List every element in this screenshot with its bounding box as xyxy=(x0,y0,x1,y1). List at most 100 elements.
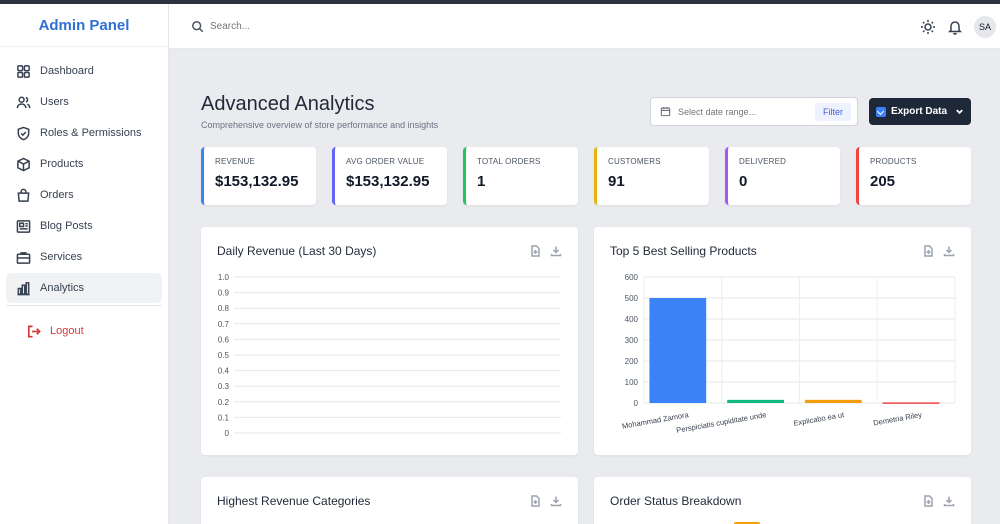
brand-logo[interactable]: Admin Panel xyxy=(0,4,168,47)
shopping-bag-icon xyxy=(17,188,30,202)
stat-value: 1 xyxy=(477,173,486,190)
card-title: Highest Revenue Categories xyxy=(217,494,371,508)
sidebar-item-analytics[interactable]: Analytics xyxy=(6,273,162,303)
y-tick-label: 500 xyxy=(625,294,639,303)
card-actions xyxy=(520,495,562,507)
logout-button[interactable]: Logout xyxy=(0,316,168,346)
y-tick-label: 300 xyxy=(625,336,639,345)
filter-button[interactable]: Filter xyxy=(815,103,851,121)
y-tick-label: 0.5 xyxy=(218,351,230,360)
export-data-label: Export Data xyxy=(890,106,948,117)
sidebar-item-label: Users xyxy=(40,96,69,108)
order-status-card: Order Status Breakdown xyxy=(594,477,971,524)
sidebar-item-label: Analytics xyxy=(40,282,85,294)
y-tick-label: 0.4 xyxy=(218,367,230,376)
y-tick-label: 200 xyxy=(625,357,639,366)
sidebar-item-label: Products xyxy=(40,158,84,170)
window-top-strip xyxy=(0,0,1000,4)
add-file-icon[interactable] xyxy=(529,245,541,257)
search-input[interactable] xyxy=(210,20,410,32)
bar-chart-icon xyxy=(17,281,30,295)
pie-chart-slice-peek xyxy=(734,522,760,524)
date-range-picker[interactable]: Filter xyxy=(650,97,858,126)
add-file-icon[interactable] xyxy=(529,495,541,507)
y-tick-label: 0.6 xyxy=(218,335,230,344)
sidebar-item-roles-permissions[interactable]: Roles & Permissions xyxy=(6,118,162,148)
sidebar-item-services[interactable]: Services xyxy=(6,242,162,272)
card-title: Daily Revenue (Last 30 Days) xyxy=(217,244,377,258)
card-actions xyxy=(913,245,955,257)
sidebar-item-label: Services xyxy=(40,251,83,263)
sidebar-item-products[interactable]: Products xyxy=(6,149,162,179)
stat-card-avg-order-value: AVG ORDER VALUE $153,132.95 xyxy=(332,147,447,205)
y-tick-label: 0.8 xyxy=(218,304,230,313)
stat-card-customers: CUSTOMERS 91 xyxy=(594,147,709,205)
bar xyxy=(804,399,862,403)
card-title: Top 5 Best Selling Products xyxy=(610,244,757,258)
sidebar: Admin Panel Dashboard Users Roles & Perm… xyxy=(0,4,169,524)
page-title: Advanced Analytics xyxy=(201,93,375,115)
search-bar xyxy=(191,20,410,33)
add-file-icon[interactable] xyxy=(922,495,934,507)
y-tick-label: 0 xyxy=(225,429,230,438)
y-tick-label: 0.2 xyxy=(218,398,230,407)
sidebar-item-dashboard[interactable]: Dashboard xyxy=(6,56,162,86)
search-icon xyxy=(192,20,204,32)
stat-card-total-orders: TOTAL ORDERS 1 xyxy=(463,147,578,205)
download-icon xyxy=(875,106,886,117)
sun-icon[interactable] xyxy=(920,19,936,35)
export-data-button[interactable]: Export Data xyxy=(869,98,971,125)
header-actions: SA xyxy=(920,4,996,49)
sidebar-item-label: Orders xyxy=(40,189,74,201)
box-icon xyxy=(17,157,30,171)
stat-value: $153,132.95 xyxy=(215,173,299,190)
stat-label: TOTAL ORDERS xyxy=(477,157,541,166)
y-tick-label: 0.3 xyxy=(218,382,230,391)
chevron-down-icon xyxy=(956,109,963,115)
top-header: SA xyxy=(169,4,1000,49)
sidebar-item-users[interactable]: Users xyxy=(6,87,162,117)
page-subtitle: Comprehensive overview of store performa… xyxy=(201,120,439,130)
y-tick-label: 0.9 xyxy=(218,289,230,298)
sidebar-item-blog-posts[interactable]: Blog Posts xyxy=(6,211,162,241)
revenue-categories-card: Highest Revenue Categories xyxy=(201,477,578,524)
daily-revenue-card: Daily Revenue (Last 30 Days) 1.0 0.9 0.8 0.… xyxy=(201,227,578,455)
sidebar-item-label: Roles & Permissions xyxy=(40,127,142,139)
bar xyxy=(727,399,784,403)
sidebar-item-orders[interactable]: Orders xyxy=(6,180,162,210)
stat-value: 91 xyxy=(608,173,625,190)
y-tick-label: 0.1 xyxy=(218,413,230,422)
stat-label: CUSTOMERS xyxy=(608,157,661,166)
card-actions xyxy=(913,495,955,507)
download-icon[interactable] xyxy=(943,245,955,257)
sidebar-nav: Dashboard Users Roles & Permissions Prod… xyxy=(0,47,168,303)
users-icon xyxy=(16,96,31,108)
bell-icon[interactable] xyxy=(947,19,963,35)
stat-value: 205 xyxy=(870,173,896,190)
stat-card-revenue: REVENUE $153,132.95 xyxy=(201,147,316,205)
download-icon[interactable] xyxy=(550,495,562,507)
avatar[interactable]: SA xyxy=(974,15,996,38)
card-title: Order Status Breakdown xyxy=(610,494,742,508)
sidebar-item-label: Dashboard xyxy=(40,65,94,77)
briefcase-icon xyxy=(16,251,31,264)
y-tick-label: 400 xyxy=(625,315,639,324)
stat-value: $153,132.95 xyxy=(346,173,430,190)
y-tick-label: 0.7 xyxy=(218,320,230,329)
bar xyxy=(649,298,707,403)
y-tick-label: 1.0 xyxy=(218,273,230,282)
add-file-icon[interactable] xyxy=(922,245,934,257)
sidebar-item-label: Blog Posts xyxy=(40,220,93,232)
bar xyxy=(882,402,940,404)
x-tick-label: Explicabo ea ut xyxy=(793,410,846,428)
dashboard-icon xyxy=(17,64,30,78)
stat-label: AVG ORDER VALUE xyxy=(346,157,425,166)
download-icon[interactable] xyxy=(550,245,562,257)
daily-revenue-chart: 1.0 0.9 0.8 0.7 0.6 0.5 0.4 0.3 0.2 0.1 0 xyxy=(218,273,561,438)
logout-label: Logout xyxy=(50,325,84,337)
x-tick-label: Perspiciatis cupiditate unde xyxy=(676,410,767,435)
download-icon[interactable] xyxy=(943,495,955,507)
date-range-input[interactable] xyxy=(678,106,808,117)
stat-card-products: PRODUCTS 205 xyxy=(856,147,971,205)
y-tick-label: 100 xyxy=(625,378,639,387)
